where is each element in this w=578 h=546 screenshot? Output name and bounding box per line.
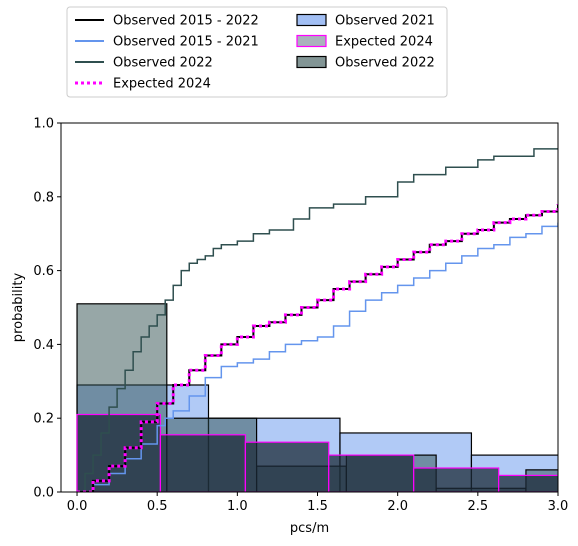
y-tick-label: 0.2 bbox=[33, 412, 54, 427]
plot-frame bbox=[60, 122, 559, 493]
legend-items: Observed 2015 - 2022 Observed 2015 - 2021… bbox=[75, 14, 435, 92]
x-tick-label: 0.0 bbox=[67, 499, 88, 514]
series-line-observed-2022 bbox=[77, 148, 558, 492]
y-axis-ticks: 0.0 0.2 0.4 0.6 0.8 1.0 bbox=[33, 117, 61, 501]
legend-entry-observed-2022: Observed 2022 bbox=[75, 56, 213, 71]
x-tick-label: 1.0 bbox=[227, 499, 248, 514]
legend-label: Observed 2021 bbox=[335, 14, 435, 29]
histogram-bar bbox=[76, 413, 162, 492]
histogram-expected-2024 bbox=[76, 413, 558, 492]
x-tick-label: 2.5 bbox=[467, 499, 488, 514]
legend-entry-observed-2021: Observed 2021 bbox=[296, 13, 435, 29]
legend-frame bbox=[66, 6, 448, 98]
series-line-observed-2015-2021 bbox=[77, 222, 558, 492]
x-axis-label: pcs/m bbox=[290, 521, 329, 536]
histogram-bar bbox=[498, 474, 558, 492]
y-tick-label: 0.8 bbox=[33, 190, 54, 205]
legend-entry-expected-2024: Expected 2024 bbox=[296, 34, 433, 50]
series-line-expected-2024 bbox=[77, 204, 558, 492]
y-tick-label: 0.6 bbox=[33, 264, 54, 279]
legend-label: Expected 2024 bbox=[113, 77, 211, 92]
y-tick-label: 0.0 bbox=[33, 486, 54, 501]
x-axis-ticks: 0.0 0.5 1.0 1.5 2.0 2.5 3.0 bbox=[67, 492, 569, 514]
histogram-bar bbox=[328, 454, 415, 492]
legend-entry-observed-2015-2021: Observed 2015 - 2021 bbox=[75, 35, 259, 50]
ecdf-lines-layer bbox=[77, 148, 558, 492]
legend-patch-swatch bbox=[296, 34, 327, 48]
x-tick-label: 3.0 bbox=[548, 499, 569, 514]
plot-area bbox=[76, 148, 558, 492]
legend-label: Observed 2015 - 2021 bbox=[113, 35, 259, 50]
histogram-layer bbox=[76, 303, 558, 492]
legend-label: Observed 2022 bbox=[335, 56, 435, 71]
x-tick-label: 1.5 bbox=[307, 499, 328, 514]
legend: Observed 2015 - 2022 Observed 2015 - 2021… bbox=[66, 6, 448, 98]
x-tick-label: 2.0 bbox=[387, 499, 408, 514]
y-tick-label: 0.4 bbox=[33, 338, 54, 353]
histogram-bar bbox=[413, 467, 500, 492]
histogram-bar bbox=[159, 434, 246, 492]
legend-entry-expected-2024: Expected 2024 bbox=[75, 77, 211, 92]
legend-label: Observed 2022 bbox=[113, 56, 213, 71]
y-axis-label: probability bbox=[11, 273, 26, 343]
legend-label: Expected 2024 bbox=[335, 35, 433, 50]
legend-patch-swatch bbox=[296, 13, 327, 27]
legend-patch-swatch bbox=[296, 55, 327, 69]
legend-entry-observed-2015-2022: Observed 2015 - 2022 bbox=[75, 14, 259, 29]
legend-entry-observed-2022: Observed 2022 bbox=[296, 55, 435, 71]
legend-label: Observed 2015 - 2022 bbox=[113, 14, 259, 29]
histogram-bar bbox=[244, 441, 330, 492]
y-tick-label: 1.0 bbox=[33, 117, 54, 132]
x-tick-label: 0.5 bbox=[147, 499, 168, 514]
